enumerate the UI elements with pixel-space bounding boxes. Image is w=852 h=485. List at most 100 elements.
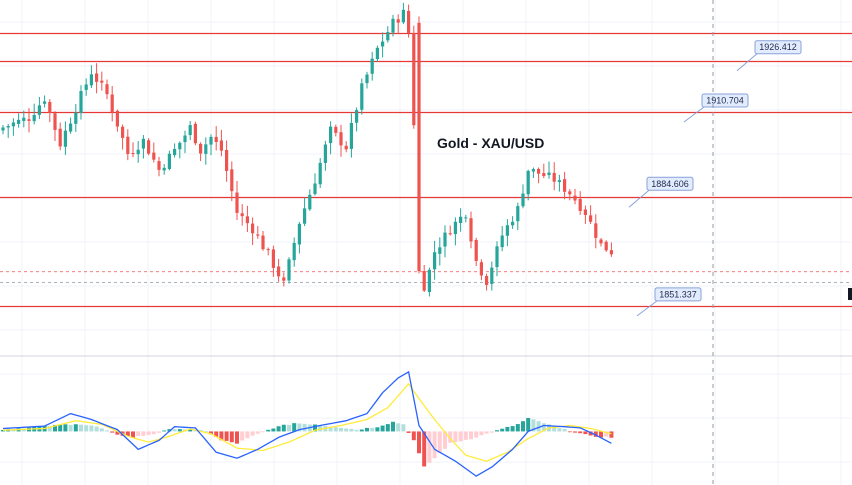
macd-histogram-bar — [151, 431, 156, 435]
candle-body — [105, 84, 109, 95]
candle-body — [167, 153, 171, 170]
candle-body — [370, 58, 374, 74]
candle-body — [188, 125, 192, 136]
candle-body — [427, 269, 431, 292]
level-tag-box — [646, 176, 694, 191]
macd-histogram-bar — [110, 431, 115, 433]
candle-body — [594, 223, 598, 238]
candle-body — [323, 144, 327, 163]
candle-body — [261, 235, 265, 250]
candle-body — [58, 128, 62, 147]
macd-histogram-bar — [99, 428, 104, 432]
candle-body — [303, 208, 307, 224]
macd-histogram-bar — [162, 430, 167, 432]
candle-body — [79, 91, 83, 114]
macd-histogram-bar — [276, 426, 281, 432]
candle-body — [84, 84, 88, 90]
candle-body — [459, 216, 463, 223]
candle-body — [157, 161, 161, 170]
level-tag-box — [654, 287, 702, 302]
candle-body — [474, 239, 478, 261]
macd-histogram-bar — [380, 425, 385, 432]
candle-body — [313, 183, 317, 195]
candle-body — [17, 119, 21, 124]
macd-histogram-bar — [593, 431, 598, 437]
macd-histogram-bar — [432, 431, 437, 459]
candle-body — [557, 180, 561, 182]
macd-histogram-bar — [167, 429, 172, 432]
candle-body — [115, 110, 119, 127]
macd-histogram-bar — [406, 431, 411, 433]
candle-body — [204, 144, 208, 154]
candle-body — [271, 249, 275, 268]
candle-body — [609, 250, 613, 255]
macd-histogram-bar — [266, 429, 271, 432]
candle-body — [43, 101, 47, 104]
macd-histogram-bar — [53, 424, 57, 432]
macd-histogram-bar — [89, 425, 94, 432]
candle-body — [531, 169, 535, 172]
macd-histogram-bar — [484, 431, 489, 434]
candle-body — [22, 117, 26, 121]
macd-histogram-bar — [531, 419, 536, 432]
level-tag-1884.606: 1884.606 — [651, 179, 689, 189]
macd-line — [2, 370, 612, 477]
candle-body — [360, 83, 364, 110]
macd-histogram-bar — [417, 431, 421, 454]
macd-histogram-bar — [365, 427, 369, 432]
macd-histogram-bar — [599, 431, 603, 438]
macd-histogram-bar — [437, 431, 442, 454]
candle-body — [214, 136, 218, 143]
macd-histogram-bar — [68, 424, 73, 432]
macd-histogram-bar — [385, 424, 390, 432]
candle-body — [521, 193, 525, 207]
macd-histogram-bar — [209, 431, 213, 435]
macd-histogram-bar — [463, 431, 468, 440]
candle-body — [89, 74, 93, 86]
macd-histogram-bar — [318, 425, 323, 432]
macd-histogram-bar — [188, 429, 193, 432]
macd-histogram-bar — [354, 429, 359, 432]
level-tag-1926.412: 1926.412 — [759, 42, 797, 52]
macd-histogram-bar — [146, 431, 151, 435]
chart-title: Gold - XAU/USD — [437, 135, 544, 151]
candle-body — [308, 194, 312, 210]
macd-histogram-bar — [73, 424, 78, 432]
candle-body — [74, 112, 78, 124]
macd-histogram-bar — [94, 426, 99, 432]
macd-histogram-bar — [333, 427, 338, 432]
candle-body — [537, 168, 541, 174]
candle-body — [464, 217, 468, 219]
candle-body — [147, 140, 151, 154]
macd-histogram-bar — [505, 426, 510, 432]
macd-histogram-bar — [235, 431, 239, 444]
candle-body — [131, 153, 135, 155]
macd-histogram-bar — [515, 424, 520, 432]
candle-body — [375, 47, 379, 60]
candle-body — [344, 145, 348, 150]
candle-body — [37, 105, 41, 115]
macd-histogram-bar — [573, 431, 577, 433]
candlestick-series — [1, 2, 613, 297]
candle-body — [542, 173, 546, 177]
macd-histogram-bar — [79, 424, 83, 432]
macd-histogram-bar — [287, 424, 291, 432]
macd-histogram-bar — [136, 431, 141, 437]
macd-histogram-bar — [261, 431, 265, 433]
macd-histogram-bar — [422, 431, 427, 467]
candle-body — [339, 132, 343, 146]
level-tag-box — [754, 40, 802, 55]
macd-histogram-bar — [125, 431, 130, 437]
macd-histogram-bar — [469, 431, 473, 440]
macd-histogram-bar — [609, 431, 614, 438]
candle-body — [287, 259, 291, 281]
tag-callout-line — [683, 106, 705, 123]
candle-body — [391, 18, 395, 33]
macd-histogram-bar — [583, 431, 588, 435]
candle-body — [396, 19, 400, 23]
macd-histogram-bar — [313, 424, 317, 432]
level-tag-1910.704: 1910.704 — [706, 96, 744, 106]
